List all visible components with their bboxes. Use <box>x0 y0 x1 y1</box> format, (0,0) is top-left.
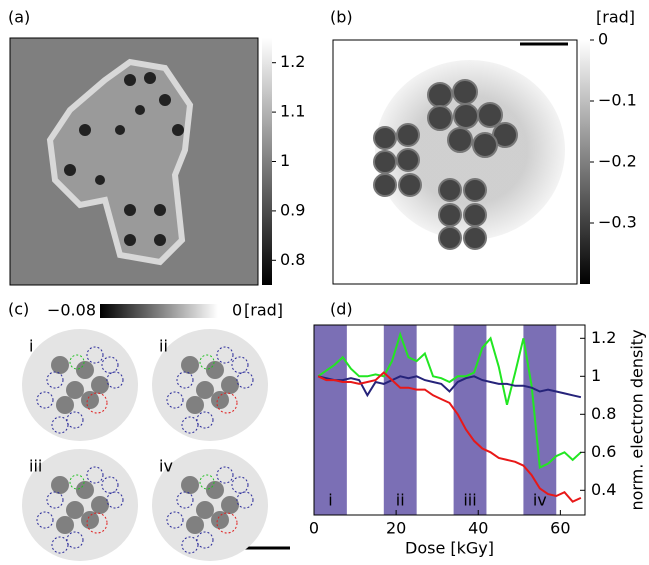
y-tick-label: 0.6 <box>591 442 616 461</box>
y-tick-label: 0.4 <box>591 480 616 499</box>
panel-label: (d) <box>330 300 353 319</box>
colorbar-tick-label: 0 <box>598 30 608 49</box>
colorbar-a <box>262 38 272 285</box>
colorbar-tick-label: 0 <box>232 301 242 320</box>
blob <box>206 481 224 499</box>
panel-index: iii <box>29 457 42 476</box>
panel-label: (c) <box>8 300 29 319</box>
colorbar-unit: [rad] <box>244 301 283 320</box>
blob <box>91 376 109 394</box>
panel-index: iv <box>159 457 173 476</box>
blob <box>181 476 199 494</box>
dose-region <box>314 325 347 515</box>
colorbar-tick-label: 1 <box>280 151 290 170</box>
dose-region <box>384 325 417 515</box>
blob <box>221 376 239 394</box>
colorbar-tick-label: −0.2 <box>598 152 637 171</box>
y-tick-label: 1 <box>591 366 601 385</box>
y-axis-label: norm. electron density <box>628 329 647 510</box>
x-tick-label: 0 <box>309 519 319 538</box>
blob <box>211 511 229 529</box>
colorbar-tick-label: 1.1 <box>280 102 305 121</box>
blob <box>81 511 99 529</box>
blob <box>81 391 99 409</box>
x-tick-label: 20 <box>386 519 406 538</box>
colorbar-b <box>580 40 590 284</box>
region-label: iv <box>533 491 547 510</box>
x-tick-label: 40 <box>468 519 488 538</box>
blob <box>181 356 199 374</box>
colorbar-tick-label: 0.8 <box>280 250 305 269</box>
colorbar-tick-label: −0.1 <box>598 91 637 110</box>
panel-index: i <box>29 337 33 356</box>
dose-region <box>454 325 487 515</box>
region-label: i <box>328 491 332 510</box>
blob <box>91 496 109 514</box>
panel-label: (a) <box>8 8 30 27</box>
blob <box>196 501 214 519</box>
colorbar-unit: [rad] <box>596 8 635 27</box>
blob <box>186 516 204 534</box>
blob <box>51 476 69 494</box>
blob <box>76 361 94 379</box>
colorbar-tick-label: 1.2 <box>280 52 305 71</box>
region-label: iii <box>463 491 476 510</box>
colorbar-tick-label: −0.3 <box>598 213 637 232</box>
blob <box>56 516 74 534</box>
panel-label: (b) <box>330 8 353 27</box>
blob <box>66 501 84 519</box>
blob <box>56 396 74 414</box>
blob <box>221 496 239 514</box>
blob <box>51 356 69 374</box>
x-axis-label: Dose [kGy] <box>405 539 494 558</box>
blob <box>211 391 229 409</box>
region-label: ii <box>396 491 405 510</box>
x-tick-label: 60 <box>550 519 570 538</box>
blob <box>196 381 214 399</box>
y-tick-label: 1.2 <box>591 328 616 347</box>
blob <box>66 381 84 399</box>
colorbar-tick-label: 0.9 <box>280 200 305 219</box>
blob <box>206 361 224 379</box>
blob <box>76 481 94 499</box>
colorbar-tick-label: −0.08 <box>47 301 96 320</box>
blob <box>186 396 204 414</box>
y-tick-label: 0.8 <box>591 404 616 423</box>
figure: iiiiiiiv iiiiiiiv02040600.40.60.811.2Dos… <box>0 0 649 565</box>
colorbar-c <box>100 304 218 318</box>
panel-index: ii <box>159 337 168 356</box>
